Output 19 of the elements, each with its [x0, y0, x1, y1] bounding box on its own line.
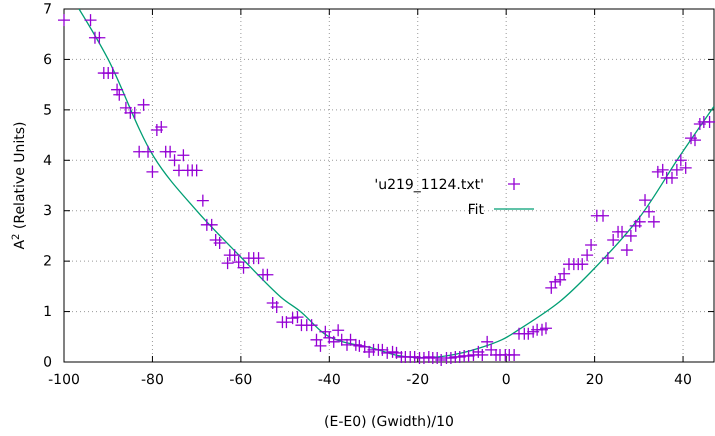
legend-label: Fit — [468, 202, 484, 218]
x-tick-label: -80 — [141, 372, 164, 388]
y-tick-label: 0 — [43, 354, 52, 370]
y-tick-label: 1 — [43, 304, 52, 320]
x-tick-label: -20 — [406, 372, 430, 388]
legend-label: 'u219_1124.txt' — [374, 177, 484, 193]
y-tick-label: 2 — [43, 254, 52, 270]
y-tick-label: 5 — [43, 102, 52, 118]
x-tick-label: 40 — [674, 372, 692, 388]
y-tick-label: 6 — [43, 52, 52, 68]
y-tick-label: 7 — [43, 1, 52, 18]
y-tick-label: 4 — [43, 152, 52, 169]
x-tick-label: -60 — [229, 372, 252, 388]
x-axis-title: (E-E0) (Gwidth)/10 — [324, 414, 454, 430]
x-tick-label: -40 — [318, 372, 341, 388]
x-tick-label: -100 — [48, 372, 80, 388]
y-tick-label: 3 — [43, 203, 52, 220]
x-tick-label: 20 — [586, 372, 604, 388]
x-tick-label: 0 — [502, 372, 511, 388]
